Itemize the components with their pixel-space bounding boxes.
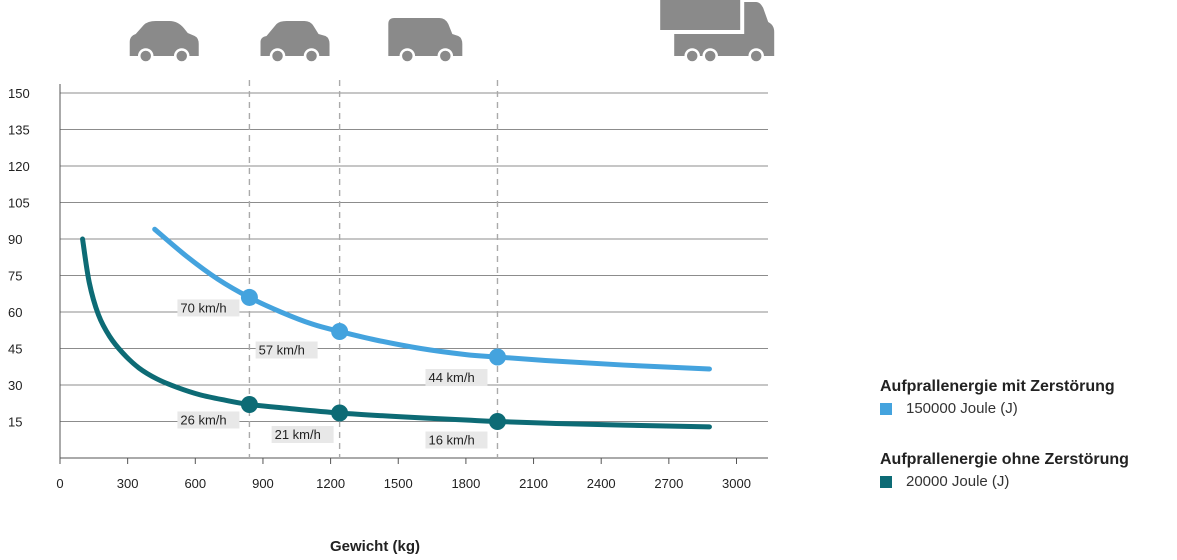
series-2-point-2 <box>331 404 349 422</box>
x-tick-2700: 2700 <box>654 476 683 491</box>
x-tick-3000: 3000 <box>722 476 751 491</box>
legend-group-1: Aufprallenergie mit Zerstörung 150000 Jo… <box>880 378 1115 417</box>
y-tick-135: 135 <box>8 123 30 138</box>
x-tick-1800: 1800 <box>451 476 480 491</box>
legend-title-1: Aufprallenergie mit Zerstörung <box>880 378 1115 395</box>
legend-swatch-2 <box>880 475 892 488</box>
series-1-label-3: 44 km/h <box>428 370 474 385</box>
series-1-label-1: 70 km/h <box>180 300 226 315</box>
series-1-label-bg-2 <box>255 341 318 359</box>
legend-label-1: 150000 Joule (J) <box>906 400 1018 417</box>
series-line-2 <box>80 236 712 430</box>
series-1-point-1 <box>240 288 258 306</box>
legend-swatch-1 <box>880 402 892 415</box>
x-tick-300: 300 <box>117 476 139 491</box>
x-tick-1500: 1500 <box>384 476 413 491</box>
y-tick-45: 45 <box>8 342 22 357</box>
y-tick-15: 15 <box>8 415 22 430</box>
x-tick-2400: 2400 <box>587 476 616 491</box>
series-1-label-bg-3 <box>425 369 488 387</box>
series-2-label-bg-1 <box>177 411 240 429</box>
series-1-point-2 <box>331 322 349 340</box>
y-tick-120: 120 <box>8 159 30 174</box>
legend-entry-1: 150000 Joule (J) <box>880 400 1115 417</box>
series-2-label-bg-2 <box>271 425 334 443</box>
y-tick-30: 30 <box>8 378 22 393</box>
x-tick-600: 600 <box>184 476 206 491</box>
series-2-label-2: 21 km/h <box>275 427 321 442</box>
legend-label-2: 20000 Joule (J) <box>906 473 1010 490</box>
x-tick-0: 0 <box>56 476 63 491</box>
truck-icon <box>660 0 775 64</box>
series-2-label-3: 16 km/h <box>428 433 474 448</box>
y-tick-105: 105 <box>8 196 30 211</box>
legend-entry-2: 20000 Joule (J) <box>880 473 1129 490</box>
x-axis-title: Gewicht (kg) <box>329 538 420 555</box>
series-line-1 <box>152 226 712 372</box>
series-2-point-3 <box>488 413 506 431</box>
x-tick-1200: 1200 <box>316 476 345 491</box>
legend-title-2: Aufprallenergie ohne Zerstörung <box>880 451 1129 468</box>
x-tick-2100: 2100 <box>519 476 548 491</box>
series-1-label-2: 57 km/h <box>259 342 305 357</box>
series-2-label-bg-3 <box>425 431 488 449</box>
compact-car-icon <box>260 21 330 64</box>
x-tick-900: 900 <box>252 476 274 491</box>
small-car-icon <box>129 21 199 64</box>
legend-group-2: Aufprallenergie ohne Zerstörung 20000 Jo… <box>880 451 1129 490</box>
series-1-point-3 <box>488 348 506 366</box>
y-tick-90: 90 <box>8 232 22 247</box>
y-tick-60: 60 <box>8 305 22 320</box>
series-2-point-1 <box>240 395 258 413</box>
series-2-label-1: 26 km/h <box>180 412 226 427</box>
y-tick-150: 150 <box>8 86 30 101</box>
suv-icon <box>388 18 463 64</box>
y-tick-75: 75 <box>8 269 22 284</box>
series-1-label-bg-1 <box>177 299 240 317</box>
